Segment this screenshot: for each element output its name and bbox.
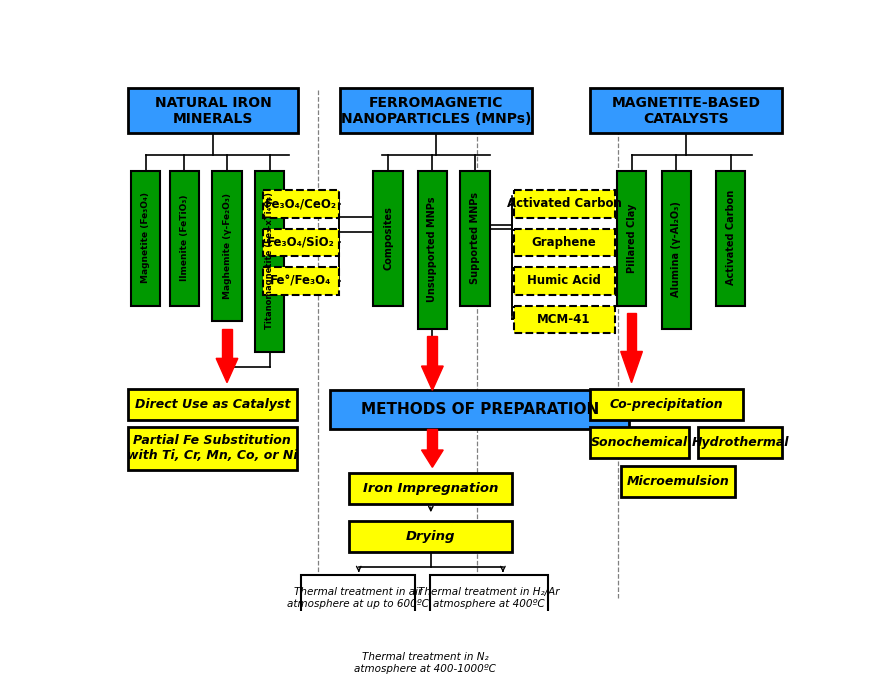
Text: Unsupported MNPs: Unsupported MNPs	[427, 197, 438, 302]
Bar	[716, 171, 745, 306]
Text: Magnetite (Fe₃O₄): Magnetite (Fe₃O₄)	[141, 192, 150, 283]
Bar	[590, 389, 743, 420]
Bar	[262, 190, 338, 218]
Text: FERROMAGNETIC
NANOPARTICLES (MNPs): FERROMAGNETIC NANOPARTICLES (MNPs)	[341, 96, 532, 126]
Polygon shape	[422, 450, 443, 467]
Bar	[417, 171, 447, 329]
Bar	[514, 190, 615, 218]
Bar	[514, 267, 615, 295]
Text: Activated Carbon: Activated Carbon	[507, 198, 622, 211]
Text: Thermal treatment in air
atmosphere at up to 600ºC: Thermal treatment in air atmosphere at u…	[287, 587, 429, 609]
Text: Pillared Clay: Pillared Clay	[626, 203, 636, 272]
Polygon shape	[621, 351, 642, 383]
Bar	[262, 267, 338, 295]
Text: NATURAL IRON
MINERALS: NATURAL IRON MINERALS	[155, 96, 271, 126]
Polygon shape	[216, 358, 237, 383]
Bar	[330, 390, 629, 429]
Bar	[222, 329, 232, 358]
Text: Drying: Drying	[406, 530, 455, 543]
Text: Thermal treatment in N₂
atmosphere at 400-1000ºC: Thermal treatment in N₂ atmosphere at 40…	[354, 652, 496, 674]
Bar	[374, 171, 403, 306]
Text: MAGNETITE-BASED
CATALYSTS: MAGNETITE-BASED CATALYSTS	[611, 96, 760, 126]
Bar	[427, 336, 438, 366]
Bar	[590, 427, 689, 458]
Text: Fe₃O₄/SiO₂: Fe₃O₄/SiO₂	[267, 236, 335, 249]
Text: Alumina (γ-Al₂O₃): Alumina (γ-Al₂O₃)	[672, 202, 681, 297]
Text: Microemulsion: Microemulsion	[626, 475, 729, 488]
Bar	[621, 466, 735, 497]
Bar	[128, 389, 297, 420]
Bar	[340, 88, 532, 133]
Bar	[427, 429, 438, 450]
Text: Fe°/Fe₃O₄: Fe°/Fe₃O₄	[270, 274, 331, 287]
Bar	[262, 228, 338, 257]
Bar	[351, 641, 500, 685]
Text: Co-precipitation: Co-precipitation	[610, 398, 723, 411]
Text: Sonochemical: Sonochemical	[591, 436, 688, 449]
Text: Titanomagnetite (Fe₃-xTi₄O₄): Titanomagnetite (Fe₃-xTi₄O₄)	[265, 193, 274, 329]
Text: Partial Fe Substitution
with Ti, Cr, Mn, Co, or Ni: Partial Fe Substitution with Ti, Cr, Mn,…	[127, 434, 298, 462]
Bar	[349, 521, 512, 552]
Text: MCM-41: MCM-41	[538, 313, 591, 326]
Bar	[300, 575, 416, 622]
Text: Activated Carbon: Activated Carbon	[726, 190, 735, 285]
Bar	[128, 88, 299, 133]
Bar	[514, 306, 615, 333]
Bar	[626, 314, 636, 351]
Bar	[698, 427, 782, 458]
Bar	[169, 171, 199, 306]
Text: Iron Impregnation: Iron Impregnation	[363, 482, 499, 495]
Text: Graphene: Graphene	[532, 236, 596, 249]
Text: Direct Use as Catalyst: Direct Use as Catalyst	[135, 398, 290, 411]
Text: Thermal treatment in H₂/Ar
atmosphere at 400ºC: Thermal treatment in H₂/Ar atmosphere at…	[418, 587, 560, 609]
Bar	[617, 171, 646, 306]
Bar	[349, 473, 512, 504]
Text: Fe₃O₄/CeO₂: Fe₃O₄/CeO₂	[265, 198, 337, 211]
Text: Supported MNPs: Supported MNPs	[470, 192, 480, 284]
Text: Maghemite (γ-Fe₂O₃): Maghemite (γ-Fe₂O₃)	[222, 193, 231, 298]
Bar	[128, 427, 297, 470]
Bar	[131, 171, 160, 306]
Bar	[430, 575, 548, 622]
Bar	[460, 171, 490, 306]
Text: METHODS OF PREPARATION: METHODS OF PREPARATION	[361, 402, 599, 417]
Bar	[213, 171, 242, 321]
Bar	[662, 171, 691, 329]
Bar	[590, 88, 782, 133]
Text: Humic Acid: Humic Acid	[527, 274, 601, 287]
Bar	[514, 228, 615, 257]
Text: Ilmenite (FeTiO₃): Ilmenite (FeTiO₃)	[180, 195, 189, 281]
Text: Hydrothermal: Hydrothermal	[691, 436, 789, 449]
Text: Composites: Composites	[384, 206, 393, 270]
Polygon shape	[422, 366, 443, 390]
Bar	[255, 171, 284, 352]
